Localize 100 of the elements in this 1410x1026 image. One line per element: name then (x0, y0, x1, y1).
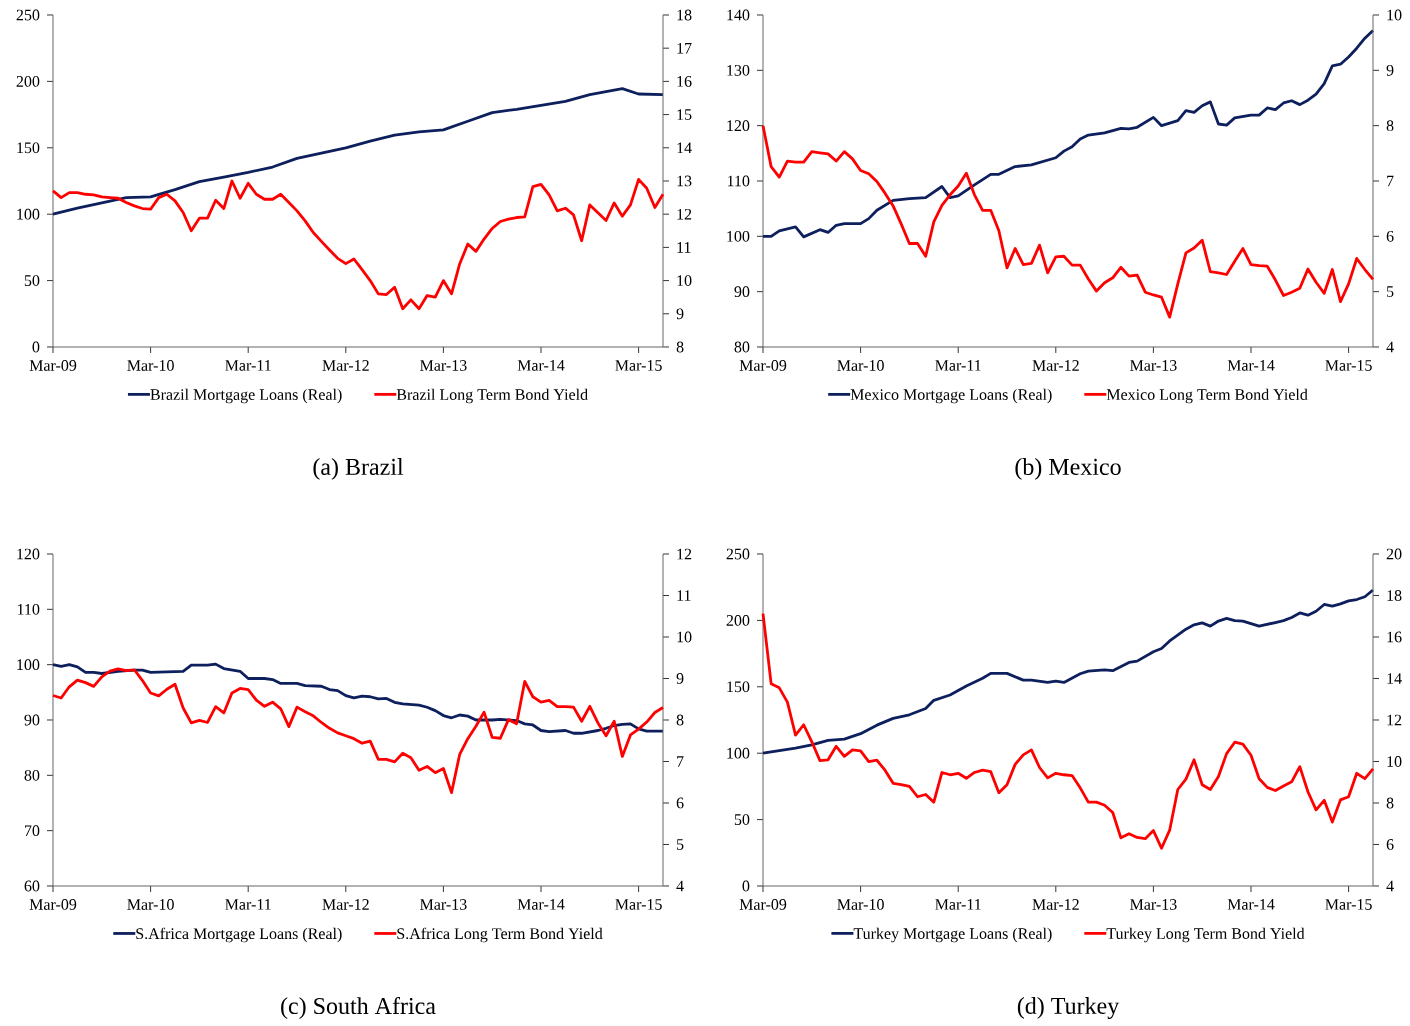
y-tick-label: 90 (24, 714, 40, 726)
text: (b) Mexico (1015, 458, 1121, 480)
line-series (51, 87, 665, 216)
y2-tick-label: 8 (676, 714, 684, 726)
y-tick-label: 50 (24, 275, 40, 286)
y2-tick-label: 7 (677, 756, 684, 767)
line-series (51, 667, 665, 795)
x-tick-label: Mar-12 (1032, 899, 1079, 910)
y-tick-label: 150 (17, 142, 40, 154)
y2-tick-label: 10 (1387, 9, 1402, 21)
y-tick-label: 0 (742, 880, 750, 892)
y-tick-label: 90 (734, 286, 750, 298)
x-tick-label: Mar-11 (225, 360, 271, 371)
y-tick-label: 0 (32, 341, 40, 353)
y2-tick-label: 4 (676, 880, 684, 892)
x-tick-label: Mar-12 (1032, 360, 1079, 371)
y2-tick-label: 14 (1387, 673, 1402, 684)
legend-label: Turkey Long Term Bond Yield (1106, 927, 1305, 943)
x-tick-label: Mar-15 (1325, 899, 1372, 910)
x-tick-label: Mar-14 (517, 899, 565, 910)
x-tick-label: Mar-10 (127, 360, 174, 371)
y2-tick-label: 15 (677, 109, 692, 120)
x-tick-label: Mar-15 (615, 899, 662, 910)
y-tick-label: 250 (16, 9, 40, 21)
x-tick-label: Mar-09 (739, 899, 787, 910)
y2-tick-label: 6 (676, 797, 684, 809)
x-tick-label: Mar-10 (837, 899, 884, 910)
y2-tick-label: 11 (677, 242, 691, 253)
legend-label: S.Africa Mortgage Loans (Real) (136, 927, 342, 943)
y-tick-label: 200 (16, 76, 40, 87)
y-tick-label: 130 (727, 64, 750, 76)
y-tick-label: 120 (17, 548, 40, 560)
y2-tick-label: 17 (677, 42, 692, 54)
y2-tick-label: 5 (1387, 286, 1394, 297)
y2-tick-label: 12 (677, 548, 692, 560)
y-tick-label: 100 (17, 659, 40, 671)
x-tick-label: Mar-09 (29, 360, 77, 371)
y2-tick-label: 10 (677, 631, 692, 643)
legend-label: Brazil Mortgage Loans (Real) (150, 388, 342, 404)
y-tick-label: 100 (727, 230, 750, 242)
y2-tick-label: 20 (1386, 548, 1402, 560)
y2-tick-label: 18 (1387, 590, 1402, 601)
x-tick-label: Mar-14 (1227, 360, 1275, 371)
x-tick-label: Mar-10 (127, 899, 174, 910)
line-series (51, 662, 665, 735)
x-tick-label: Mar-12 (322, 899, 369, 910)
y-tick-label: 80 (24, 769, 40, 781)
y-tick-label: 110 (17, 603, 40, 615)
x-tick-label: Mar-09 (29, 899, 77, 910)
y2-tick-label: 5 (677, 839, 684, 850)
y-tick-label: 70 (25, 825, 40, 837)
y2-tick-label: 8 (676, 341, 684, 353)
legend-label: S.Africa Long Term Bond Yield (397, 927, 603, 943)
y2-tick-label: 16 (677, 76, 692, 87)
y2-tick-label: 9 (676, 308, 684, 320)
x-tick-label: Mar-15 (615, 360, 662, 371)
legend-label: Mexico Long Term Bond Yield (1106, 388, 1308, 404)
line-series (761, 612, 1375, 850)
x-tick-label: Mar-13 (1130, 360, 1177, 371)
y-tick-label: 60 (24, 880, 40, 892)
x-tick-label: Mar-13 (1130, 899, 1177, 910)
x-tick-label: Mar-10 (837, 360, 884, 371)
x-tick-label: Mar-15 (1325, 360, 1372, 371)
y2-tick-label: 7 (1387, 175, 1394, 187)
line-series (761, 588, 1375, 755)
y2-tick-label: 6 (1386, 230, 1394, 242)
y2-tick-label: 4 (1386, 341, 1394, 353)
x-tick-label: Mar-09 (739, 360, 787, 371)
y2-tick-label: 12 (1387, 714, 1402, 726)
text: (c) South Africa (281, 996, 436, 1019)
x-tick-label: Mar-14 (1227, 899, 1275, 910)
y2-tick-label: 4 (1386, 880, 1394, 892)
y-tick-label: 50 (734, 814, 750, 825)
x-tick-label: Mar-12 (322, 360, 369, 371)
y-tick-label: 120 (727, 120, 750, 132)
y2-tick-label: 8 (1386, 120, 1394, 132)
y-tick-label: 110 (727, 175, 750, 187)
x-tick-label: Mar-13 (420, 360, 467, 371)
legend-label: Mexico Mortgage Loans (Real) (850, 388, 1052, 404)
y-tick-label: 250 (726, 548, 750, 560)
text: (a) Brazil (313, 458, 404, 480)
y-tick-label: 150 (727, 681, 750, 693)
x-tick-label: Mar-11 (225, 899, 271, 910)
legend-label: Brazil Long Term Bond Yield (396, 388, 588, 404)
x-tick-label: Mar-11 (935, 899, 981, 910)
line-series (761, 124, 1375, 319)
text: (d) Turkey (1017, 997, 1120, 1019)
x-tick-label: Mar-11 (935, 360, 981, 371)
y-tick-label: 100 (727, 747, 750, 759)
y-tick-label: 140 (727, 9, 750, 21)
line-series (51, 177, 665, 311)
y2-tick-label: 10 (1387, 756, 1402, 767)
y-tick-label: 200 (726, 615, 750, 626)
y2-tick-label: 18 (677, 9, 692, 21)
y2-tick-label: 14 (677, 142, 692, 154)
legend-label: Turkey Mortgage Loans (Real) (853, 927, 1052, 943)
y-tick-label: 80 (734, 341, 750, 353)
x-tick-label: Mar-14 (517, 360, 565, 371)
y2-tick-label: 16 (1387, 631, 1402, 643)
line-series (761, 29, 1375, 239)
